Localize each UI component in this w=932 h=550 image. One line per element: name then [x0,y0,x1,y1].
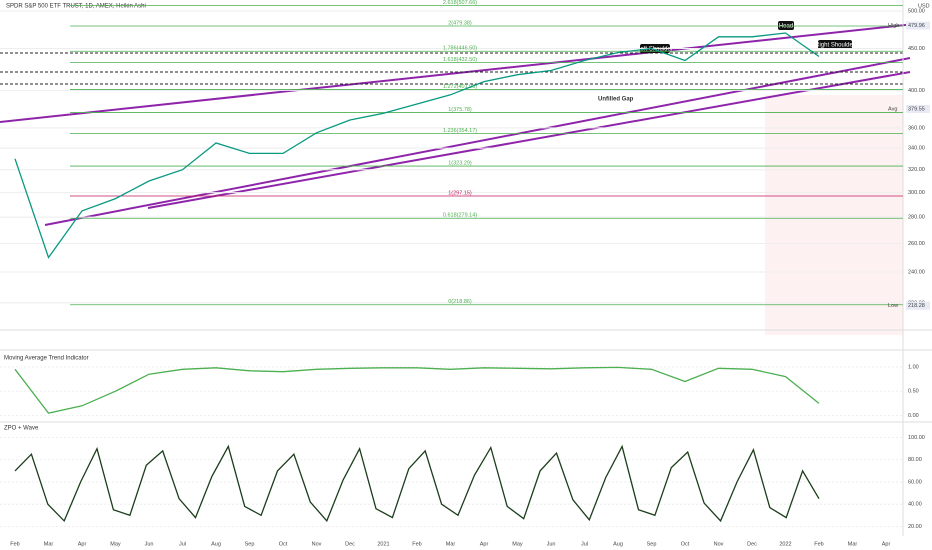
y-tick-label: 500.00 [908,8,925,14]
channel-line [44,57,911,226]
currency: USD [918,3,930,9]
x-tick-label: Jun [547,541,556,547]
y-tick-label: 320.00 [908,167,925,173]
chart-title: SPDR S&P 500 ETF TRUST, 1D, AMEX, Heikin… [6,4,146,10]
x-tick-label: Sep [245,541,255,547]
y-tick-label: 340.00 [908,146,925,152]
shaded-zone [765,95,903,335]
annotation: Head [779,24,793,30]
x-tick-label: Nov [312,541,322,547]
x-tick-label: May [110,541,121,547]
y-tick-label: 400.00 [908,88,925,94]
x-tick-label: Apr [882,541,891,547]
y-tick-label: 280.00 [908,215,925,221]
x-tick-label: Dec [345,541,355,547]
y-tick-label: 20.00 [908,524,922,530]
fib-label: 1(297.15) [448,190,472,196]
y-tick-label: 40.00 [908,502,922,508]
price-tag [906,301,930,310]
x-tick-label: Dec [747,541,757,547]
price-label: 479.96 [908,23,925,29]
x-tick-label: Feb [814,541,823,547]
y-tick-label: 100.00 [908,435,925,441]
price-tag [906,105,930,114]
x-tick-label: Jun [145,541,154,547]
y-tick-label: 300.00 [908,190,925,196]
x-tick-label: Feb [10,541,19,547]
channel-line [0,23,916,123]
x-tick-label: Jul [581,541,588,547]
fib-label: 1(323.29) [448,161,472,167]
price-tag [906,21,930,30]
y-tick-label: 80.00 [908,457,922,463]
fib-label: 1.786(446.50) [443,46,477,52]
x-tick-label: Apr [480,541,489,547]
x-tick-label: Feb [412,541,421,547]
fib-label: 0.618(279.14) [443,213,477,219]
fib-label: 2.618(507.66) [443,0,477,6]
x-tick-label: 2021 [377,541,389,547]
data-line [14,444,820,523]
data-line [14,366,820,414]
price-name: Avg [888,106,897,112]
fib-label: 1.272(401.03) [443,84,477,90]
x-tick-label: Aug [613,541,623,547]
note-box [778,21,794,30]
panel-title: Moving Average Trend Indicator [4,356,89,362]
annotation: Unfilled Gap [598,97,634,103]
price-label: 379.55 [908,106,925,112]
fib-label: 1(375.78) [448,107,472,113]
y-tick-label: 60.00 [908,479,922,485]
x-tick-label: Mar [446,541,456,547]
annotation: Right Shoulder [815,43,855,49]
y-tick-label: 260.00 [908,241,925,247]
y-tick-label: 240.00 [908,269,925,275]
x-tick-label: May [512,541,523,547]
channel-line [147,71,911,209]
note-box [818,40,852,49]
x-tick-label: Aug [211,541,221,547]
x-tick-label: Mar [848,541,858,547]
y-tick-label: 1.00 [908,364,919,370]
price-name: Low [888,303,898,309]
fib-label: 1.618(432.50) [443,57,477,63]
x-tick-label: Oct [279,541,288,547]
data-line [14,32,820,259]
y-tick-label: 450.00 [908,46,925,52]
y-tick-label: 0.50 [908,389,919,395]
y-tick-label: 0.00 [908,413,919,419]
panel-title: ZPO + Wave [4,426,39,432]
fib-label: 2(479.38) [448,20,472,26]
x-tick-label: Oct [681,541,690,547]
price-label: 218.28 [908,303,925,309]
x-tick-label: 2022 [779,541,791,547]
fib-label: 1.236(354.17) [443,128,477,134]
x-tick-label: Jul [179,541,186,547]
price-name: High [888,23,899,29]
x-tick-label: Mar [44,541,54,547]
x-tick-label: Nov [714,541,724,547]
fib-label: 0(218.86) [448,299,472,305]
x-tick-label: Apr [78,541,87,547]
y-tick-label: 360.00 [908,125,925,131]
x-tick-label: Sep [647,541,657,547]
